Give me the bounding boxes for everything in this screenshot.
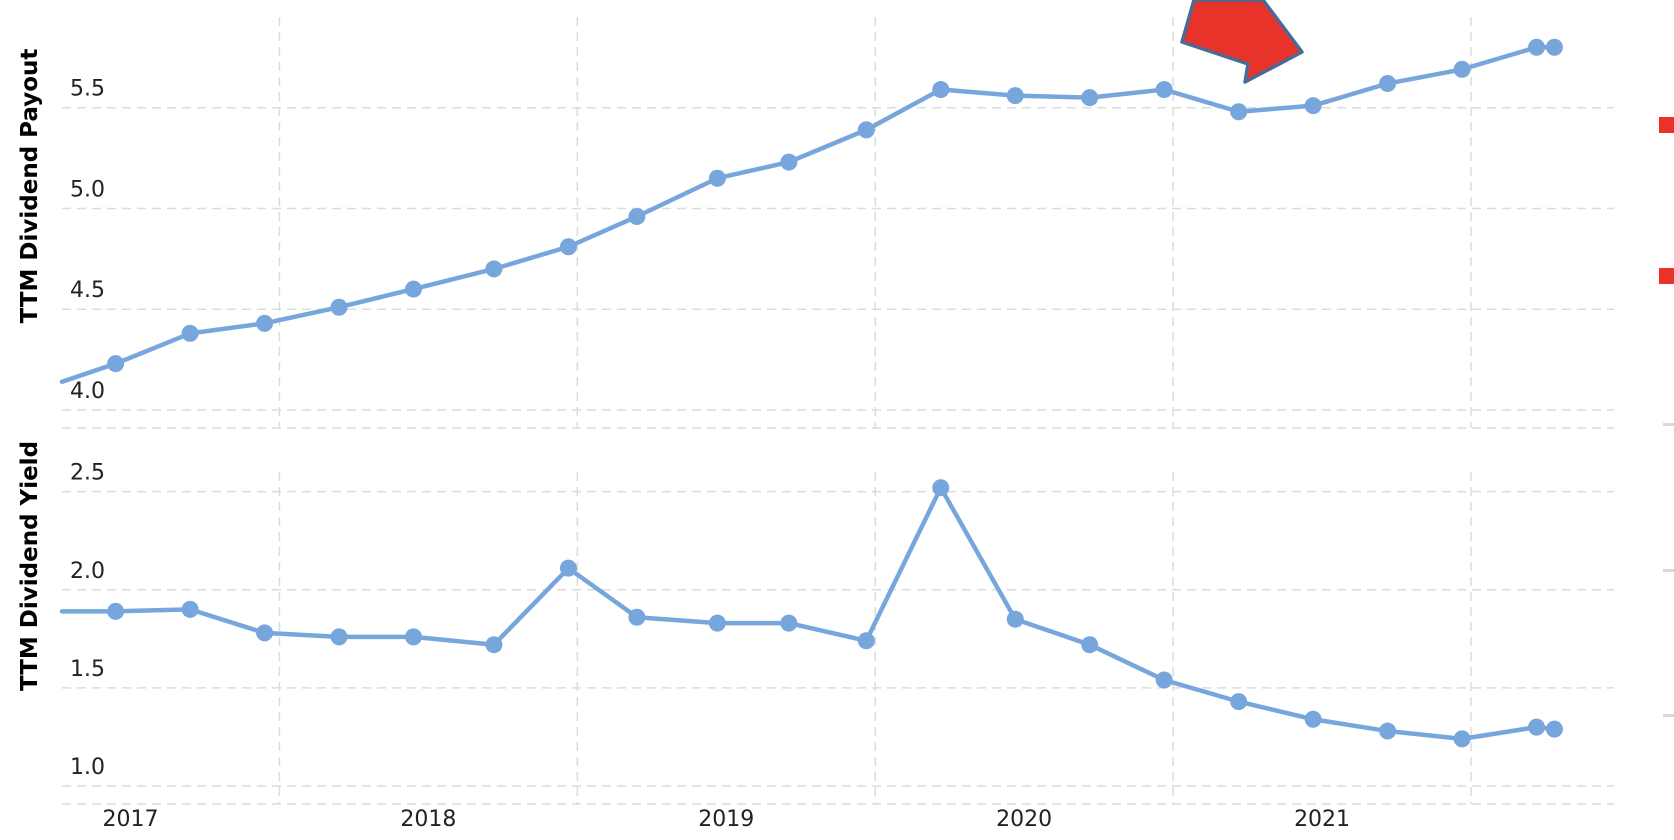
yield-horizontal-grid <box>62 490 1614 805</box>
data-point <box>857 121 875 139</box>
data-point <box>780 614 798 632</box>
data-point <box>780 153 798 171</box>
y-tick-label: 2.0 <box>70 559 105 584</box>
annotation-arrow-shape <box>1180 0 1304 84</box>
y-tick-label: 1.0 <box>70 755 105 780</box>
data-point <box>708 614 726 632</box>
yield-series <box>59 479 1563 748</box>
data-point <box>1081 636 1099 654</box>
data-point <box>1230 103 1248 121</box>
yield-y-ticks: 1.0 1.5 2.0 2.5 <box>70 461 105 780</box>
legend-separator <box>1663 714 1674 717</box>
y-tick-label: 4.5 <box>70 278 105 303</box>
yield-axis-title: TTM Dividend Yield <box>17 441 43 691</box>
payout-horizontal-grid <box>62 106 1614 429</box>
data-point <box>708 169 726 187</box>
y-tick-label: 5.0 <box>70 177 105 202</box>
data-point <box>330 628 348 646</box>
data-point <box>1155 81 1173 99</box>
data-point <box>628 608 646 626</box>
legend <box>1659 117 1674 717</box>
legend-marker-icon <box>1659 117 1674 133</box>
data-point <box>559 238 577 256</box>
data-point <box>485 260 503 278</box>
data-point <box>107 602 125 620</box>
data-point <box>181 324 199 342</box>
data-point <box>1304 97 1322 115</box>
legend-separator <box>1663 423 1674 426</box>
x-tick-label: 2017 <box>103 807 159 832</box>
data-point <box>256 314 274 332</box>
data-point <box>1379 75 1397 93</box>
data-point <box>1528 718 1546 736</box>
payout-axis-title: TTM Dividend Payout <box>17 49 43 324</box>
data-point <box>1379 722 1397 740</box>
data-point <box>932 479 950 497</box>
x-tick-label: 2021 <box>1294 807 1350 832</box>
data-point <box>1006 610 1024 628</box>
data-point <box>1304 710 1322 728</box>
data-point <box>1545 38 1563 56</box>
data-point <box>628 208 646 226</box>
x-tick-label: 2020 <box>996 807 1052 832</box>
payout-series <box>59 38 1563 385</box>
data-point <box>405 628 423 646</box>
data-point <box>1453 60 1471 78</box>
data-point <box>932 81 950 99</box>
y-tick-label: 2.5 <box>70 461 105 486</box>
payout-y-ticks: 4.0 4.5 5.0 5.5 <box>70 77 105 404</box>
data-point <box>559 559 577 577</box>
series-line <box>59 485 1557 742</box>
legend-separator <box>1663 569 1674 572</box>
data-point <box>1545 720 1563 738</box>
data-point <box>485 636 503 654</box>
y-tick-label: 4.0 <box>70 379 105 404</box>
dividend-payout-panel: TTM Dividend Payout 4.0 4.5 5.0 5.5 <box>17 17 1614 429</box>
series-line <box>59 44 1557 385</box>
data-point <box>1528 38 1546 56</box>
data-point <box>1006 87 1024 105</box>
data-point <box>405 280 423 298</box>
data-point <box>1155 671 1173 689</box>
data-point <box>256 624 274 642</box>
x-tick-label: 2019 <box>698 807 754 832</box>
data-point <box>857 632 875 650</box>
data-point <box>1453 730 1471 748</box>
payout-vertical-grid <box>278 17 1472 428</box>
x-tick-label: 2018 <box>400 807 456 832</box>
data-point <box>1230 693 1248 711</box>
legend-marker-icon <box>1659 268 1674 284</box>
yield-vertical-grid <box>278 472 1472 804</box>
arrow-icon <box>1180 0 1304 84</box>
dividend-yield-panel: TTM Dividend Yield 1.0 1.5 2.0 2.5 <box>17 441 1614 805</box>
data-point <box>107 355 125 373</box>
data-point <box>330 298 348 316</box>
data-point <box>181 600 199 618</box>
y-tick-label: 5.5 <box>70 77 105 102</box>
data-point <box>1081 89 1099 107</box>
x-axis-ticks: 2017 2018 2019 2020 2021 <box>103 807 1351 832</box>
y-tick-label: 1.5 <box>70 657 105 682</box>
